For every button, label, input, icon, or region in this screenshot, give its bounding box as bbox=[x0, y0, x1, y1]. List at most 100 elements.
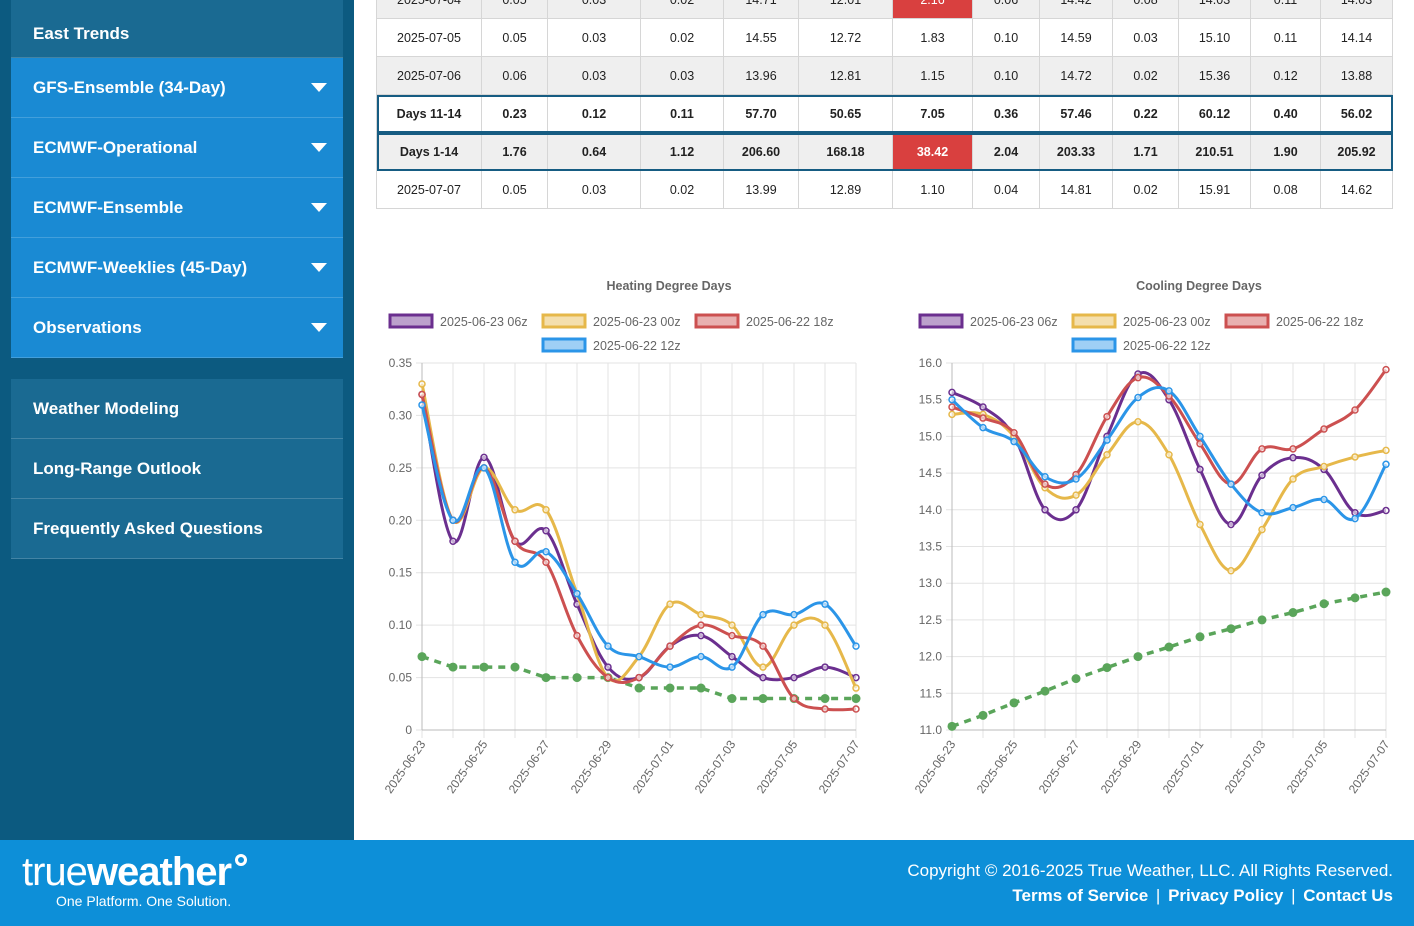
data-point bbox=[1319, 599, 1329, 609]
table-row: Days 11-14 0.23 0.12 0.11 57.70 50.65 7.05 0.36… bbox=[376, 94, 1393, 133]
table-cell: 0.36 bbox=[972, 94, 1040, 133]
sidebar-model-group: GFS-Ensemble (34-Day) ECMWF-Operational … bbox=[11, 58, 343, 358]
heating-degree-days-chart: Heating Degree Days 2025-06-23 06z 2025-06… bbox=[360, 270, 890, 810]
contact-us-link[interactable]: Contact Us bbox=[1303, 886, 1393, 905]
table-cell: 57.46 bbox=[1039, 94, 1113, 133]
data-point bbox=[948, 388, 956, 397]
sidebar-item-label: ECMWF-Weeklies (45-Day) bbox=[33, 257, 248, 277]
x-tick-label: 2025-06-29 bbox=[1098, 737, 1145, 796]
x-tick-label: 2025-07-05 bbox=[1284, 737, 1331, 796]
sidebar-item-ecmwf-operational[interactable]: ECMWF-Operational bbox=[11, 118, 343, 178]
table-cell: 14.71 bbox=[723, 0, 799, 19]
legend-label: 2025-06-22 12z bbox=[593, 339, 681, 353]
data-point bbox=[1071, 674, 1081, 684]
x-tick-label: 2025-07-07 bbox=[816, 737, 863, 796]
legend-swatch bbox=[694, 313, 740, 329]
y-tick-label: 16.0 bbox=[919, 356, 943, 370]
footer: trueweather One Platform. One Solution. … bbox=[0, 840, 1414, 926]
data-point bbox=[1382, 460, 1390, 469]
table-cell: 0.06 bbox=[972, 0, 1040, 19]
legend-swatch bbox=[1224, 313, 1270, 329]
sidebar-item-observations[interactable]: Observations bbox=[11, 298, 343, 358]
table-cell: 210.51 bbox=[1178, 132, 1251, 171]
trueweather-logo[interactable]: trueweather One Platform. One Solution. bbox=[22, 850, 248, 909]
sidebar-item-faq[interactable]: Frequently Asked Questions bbox=[11, 499, 343, 559]
data-point bbox=[852, 705, 860, 713]
logo-tagline: One Platform. One Solution. bbox=[56, 893, 232, 909]
y-tick-label: 15.5 bbox=[919, 393, 943, 407]
table-row-label: Days 1-14 bbox=[376, 132, 482, 171]
x-tick-label: 2025-07-07 bbox=[1346, 737, 1393, 796]
data-point bbox=[510, 662, 520, 672]
data-point bbox=[1351, 406, 1359, 414]
y-tick-label: 15.0 bbox=[919, 429, 943, 443]
table-cell: 0.04 bbox=[972, 170, 1040, 209]
sidebar-item-label: Observations bbox=[33, 317, 142, 337]
table-cell: 14.81 bbox=[1039, 170, 1113, 209]
sidebar-item-label: GFS-Ensemble (34-Day) bbox=[33, 77, 226, 97]
data-point bbox=[1289, 445, 1297, 453]
table-cell: 0.02 bbox=[1112, 56, 1179, 95]
data-point bbox=[1382, 446, 1390, 455]
data-point bbox=[1288, 608, 1298, 618]
chart-title: Cooling Degree Days bbox=[1136, 279, 1262, 293]
table-cell: 0.11 bbox=[640, 94, 724, 133]
data-point bbox=[1103, 451, 1111, 459]
legend-label: 2025-06-22 18z bbox=[746, 315, 834, 329]
sidebar-item-long-range-outlook[interactable]: Long-Range Outlook bbox=[11, 439, 343, 499]
data-point bbox=[1041, 480, 1049, 488]
table-cell: 203.33 bbox=[1039, 132, 1113, 171]
table-cell: 12.89 bbox=[798, 170, 893, 209]
data-point bbox=[1320, 425, 1328, 433]
data-point bbox=[1227, 520, 1235, 529]
data-point bbox=[820, 694, 830, 704]
y-tick-label: 14.0 bbox=[919, 503, 943, 517]
data-point bbox=[1134, 393, 1142, 402]
table-cell: 0.05 bbox=[481, 18, 548, 57]
table-row-label: 2025-07-04 bbox=[376, 0, 482, 19]
table-row-label: 2025-07-06 bbox=[376, 56, 482, 95]
data-point bbox=[948, 403, 956, 411]
data-point bbox=[1258, 508, 1266, 517]
sidebar-item-ecmwf-weeklies[interactable]: ECMWF-Weeklies (45-Day) bbox=[11, 238, 343, 298]
y-tick-label: 0 bbox=[405, 723, 412, 737]
table-cell: 0.02 bbox=[640, 0, 724, 19]
data-point bbox=[1133, 652, 1143, 662]
table-cell: 14.72 bbox=[1039, 56, 1113, 95]
data-point bbox=[1382, 506, 1390, 515]
terms-of-service-link[interactable]: Terms of Service bbox=[1012, 886, 1149, 905]
data-point bbox=[728, 652, 736, 661]
y-tick-label: 12.5 bbox=[919, 613, 943, 627]
series-normal bbox=[947, 587, 1391, 731]
data-point bbox=[1227, 566, 1235, 575]
legend-label: 2025-06-23 06z bbox=[970, 315, 1058, 329]
data-point bbox=[573, 631, 581, 640]
data-point bbox=[1320, 495, 1328, 504]
table-row-label: 2025-07-07 bbox=[376, 170, 482, 209]
data-point bbox=[1164, 642, 1174, 652]
logo-ring-icon bbox=[235, 854, 248, 866]
sidebar-item-gfs-ensemble[interactable]: GFS-Ensemble (34-Day) bbox=[11, 58, 343, 118]
sidebar-item-east-trends[interactable]: East Trends bbox=[11, 0, 343, 58]
legend-label: 2025-06-22 12z bbox=[1123, 339, 1211, 353]
data-point bbox=[635, 652, 643, 661]
legend-label: 2025-06-23 00z bbox=[1123, 315, 1211, 329]
legend-swatch bbox=[1071, 337, 1117, 353]
sidebar-item-weather-modeling[interactable]: Weather Modeling bbox=[11, 379, 343, 439]
sidebar-item-ecmwf-ensemble[interactable]: ECMWF-Ensemble bbox=[11, 178, 343, 238]
table-row: 2025-07-040.050.030.0214.7112.012.160.06… bbox=[376, 0, 1393, 19]
table-cell: 0.10 bbox=[972, 18, 1040, 57]
privacy-policy-link[interactable]: Privacy Policy bbox=[1168, 886, 1284, 905]
data-point bbox=[1289, 503, 1297, 512]
x-tick-label: 2025-07-01 bbox=[630, 737, 677, 796]
data-point bbox=[665, 683, 675, 693]
table-cell: 0.02 bbox=[1112, 170, 1179, 209]
sidebar: East Trends GFS-Ensemble (34-Day) ECMWF-… bbox=[0, 0, 354, 840]
data-point bbox=[1289, 453, 1297, 462]
x-tick-label: 2025-07-01 bbox=[1160, 737, 1207, 796]
data-point bbox=[635, 673, 643, 682]
data-point bbox=[851, 694, 861, 704]
data-point bbox=[728, 631, 736, 640]
data-point bbox=[1196, 432, 1204, 441]
table-cell: 14.55 bbox=[723, 18, 799, 57]
